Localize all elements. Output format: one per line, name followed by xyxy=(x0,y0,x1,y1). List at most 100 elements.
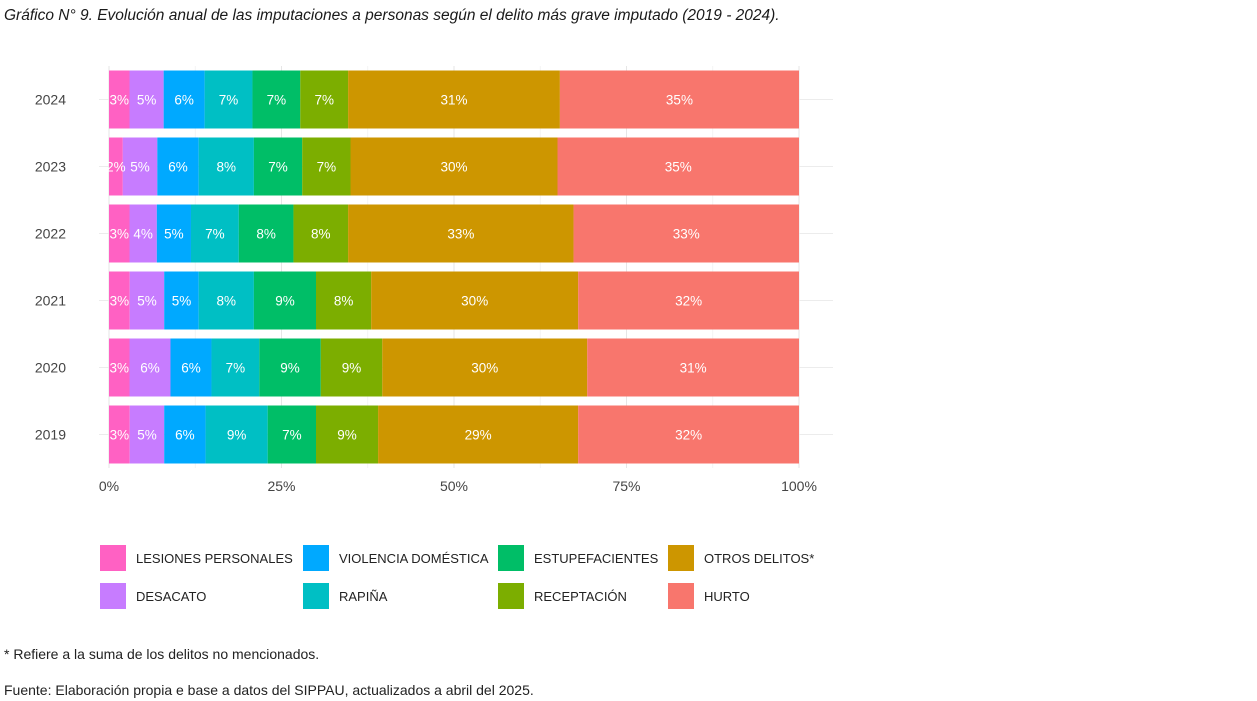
data-label: 30% xyxy=(461,294,488,309)
bar-segment-2022 xyxy=(190,204,239,263)
legend-label: RAPIÑA xyxy=(339,588,388,604)
data-label: 6% xyxy=(168,160,188,175)
bar-segment-2022 xyxy=(573,204,799,263)
legend-label: LESIONES PERSONALES xyxy=(136,550,293,566)
legend-swatch xyxy=(100,545,126,571)
data-label: 8% xyxy=(334,294,354,309)
legend-swatch xyxy=(303,583,329,609)
data-label: 6% xyxy=(174,93,194,108)
bar-segment-2024 xyxy=(559,70,799,129)
legend-swatch xyxy=(498,545,524,571)
data-label: 35% xyxy=(666,93,693,108)
data-label: 2% xyxy=(106,160,126,175)
data-label: 4% xyxy=(133,227,153,242)
bar-segment-2021 xyxy=(316,271,372,330)
x-tick-label: 75% xyxy=(612,478,640,494)
bar-segment-2023 xyxy=(557,137,799,196)
x-tick-label: 25% xyxy=(267,478,295,494)
data-label: 33% xyxy=(673,227,700,242)
y-tick-label: 2020 xyxy=(35,360,66,376)
legend-item: DESACATO xyxy=(100,582,206,610)
bar-segment-2024 xyxy=(300,70,349,129)
data-label: 9% xyxy=(342,361,362,376)
data-label: 5% xyxy=(164,227,184,242)
bar-segment-2023 xyxy=(302,137,351,196)
bar-segment-2020 xyxy=(382,338,588,397)
bar-segment-2019 xyxy=(109,405,130,464)
data-label: 8% xyxy=(217,160,237,175)
legend-label: VIOLENCIA DOMÉSTICA xyxy=(339,550,489,566)
stacked-bar-chart: 3% 5% 6% 7% 7% 7% 31% 35% 2% 5% 6% 8% 7% 7% 30% 35% 3% 4%… xyxy=(35,66,833,495)
bar-segment-2019 xyxy=(316,405,379,464)
bar-segment-2020 xyxy=(320,338,383,397)
legend-label: RECEPTACIÓN xyxy=(534,588,627,604)
chart-title: Gráfico N° 9. Evolución anual de las imp… xyxy=(4,7,780,24)
data-label: 7% xyxy=(282,428,302,443)
data-label: 9% xyxy=(280,361,300,376)
bars-layer xyxy=(109,70,799,464)
data-label: 9% xyxy=(275,294,295,309)
bar-segment-2022 xyxy=(109,204,130,263)
bar-segment-2023 xyxy=(157,137,199,196)
bar-segment-2020 xyxy=(259,338,321,397)
legend-item: LESIONES PERSONALES xyxy=(100,544,293,572)
bar-segment-2024 xyxy=(252,70,301,129)
bar-segment-2024 xyxy=(163,70,205,129)
bar-segment-2023 xyxy=(122,137,158,196)
data-label: 7% xyxy=(219,93,239,108)
data-label: 7% xyxy=(205,227,225,242)
data-label: 7% xyxy=(314,93,334,108)
data-label: 29% xyxy=(465,428,492,443)
data-label: 7% xyxy=(317,160,337,175)
bar-segment-2024 xyxy=(348,70,560,129)
bar-segment-2022 xyxy=(238,204,294,263)
data-label: 3% xyxy=(110,294,130,309)
legend-swatch xyxy=(668,545,694,571)
bar-segment-2021 xyxy=(578,271,799,330)
data-label: 3% xyxy=(109,227,129,242)
legend-swatch xyxy=(498,583,524,609)
data-label: 32% xyxy=(675,428,702,443)
data-label: 7% xyxy=(226,361,246,376)
bar-segment-2019 xyxy=(205,405,268,464)
bar-segment-2024 xyxy=(109,70,130,129)
data-label: 9% xyxy=(227,428,247,443)
legend-item: OTROS DELITOS* xyxy=(668,544,814,572)
bar-segment-2022 xyxy=(348,204,574,263)
bar-segment-2020 xyxy=(170,338,212,397)
data-label: 6% xyxy=(175,428,195,443)
bar-segment-2024 xyxy=(204,70,253,129)
legend-item: RECEPTACIÓN xyxy=(498,582,627,610)
data-label: 7% xyxy=(268,160,288,175)
bar-segment-2021 xyxy=(371,271,579,330)
data-label: 6% xyxy=(181,361,201,376)
bar-segment-2021 xyxy=(164,271,199,330)
y-tick-label: 2022 xyxy=(35,226,66,242)
legend-item: RAPIÑA xyxy=(303,582,387,610)
bar-segment-2019 xyxy=(164,405,206,464)
legend-label: OTROS DELITOS* xyxy=(704,550,815,566)
bar-segment-2021 xyxy=(253,271,316,330)
legend-label: HURTO xyxy=(704,588,750,604)
data-label: 30% xyxy=(471,361,498,376)
bar-segment-2019 xyxy=(129,405,165,464)
data-label: 31% xyxy=(440,93,467,108)
data-label: 3% xyxy=(109,93,129,108)
data-label: 31% xyxy=(680,361,707,376)
legend: LESIONES PERSONALES DESACATO VIOLENCIA DOM… xyxy=(100,542,860,612)
legend-item: ESTUPEFACIENTES xyxy=(498,544,658,572)
bar-segment-2021 xyxy=(129,271,165,330)
axis-layer: 2024 2023 2022 2021 2020 2019 0% 25% 50% 75% 100% xyxy=(35,92,817,495)
footnote: * Refiere a la suma de los delitos no me… xyxy=(4,646,320,662)
bar-segment-2022 xyxy=(129,204,157,263)
bar-segment-2019 xyxy=(267,405,316,464)
data-label: 30% xyxy=(440,160,467,175)
bar-segment-2022 xyxy=(156,204,191,263)
data-label: 8% xyxy=(256,227,276,242)
x-tick-label: 0% xyxy=(99,478,119,494)
legend-item: VIOLENCIA DOMÉSTICA xyxy=(303,544,489,572)
data-label: 6% xyxy=(140,361,160,376)
bar-segment-2021 xyxy=(109,271,130,330)
data-label: 5% xyxy=(172,294,192,309)
data-label: 5% xyxy=(137,428,157,443)
